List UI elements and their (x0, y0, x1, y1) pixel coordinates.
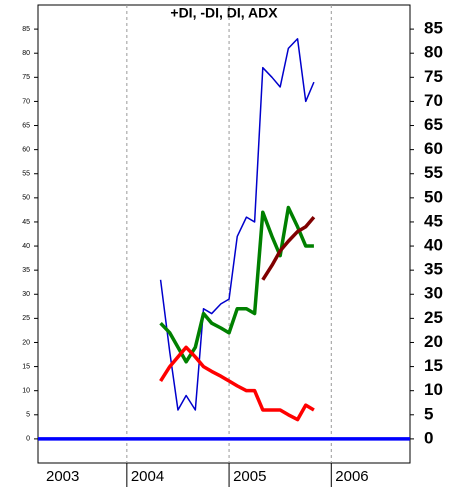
y-tick-label: 45 (22, 219, 30, 226)
y2-tick-label: 70 (424, 91, 443, 110)
y-tick-label: 55 (22, 171, 30, 178)
x-tick-label: 2003 (46, 468, 79, 485)
y-tick-label: 60 (22, 146, 30, 153)
y2-tick-label: 55 (424, 163, 443, 182)
y2-tick-label: 85 (424, 19, 443, 38)
chart-title: +DI, -DI, DI, ADX (170, 5, 278, 21)
y-tick-label: 70 (22, 98, 30, 105)
y2-tick-label: 35 (424, 260, 443, 279)
y2-tick-label: 0 (424, 428, 433, 447)
y2-tick-label: 80 (424, 43, 443, 62)
y2-tick-label: 45 (424, 211, 443, 230)
y-tick-label: 40 (22, 243, 30, 250)
y2-tick-label: 30 (424, 284, 443, 303)
y2-tick-label: 65 (424, 115, 443, 134)
data-line (261, 215, 316, 281)
y-tick-label: 35 (22, 267, 30, 274)
y-tick-label: 50 (22, 195, 30, 202)
y2-tick-label: 50 (424, 187, 443, 206)
y-tick-label: 15 (22, 363, 30, 370)
y-tick-label: 10 (22, 388, 30, 395)
y-tick-label: 0 (26, 436, 30, 443)
y2-tick-label: 40 (424, 236, 443, 255)
y-tick-label: 20 (22, 339, 30, 346)
plot-frame (37, 4, 411, 464)
y2-tick-label: 10 (424, 380, 443, 399)
y2-tick-label: 5 (424, 404, 433, 423)
y-tick-label: 25 (22, 315, 30, 322)
y-tick-label: 5 (26, 412, 30, 419)
y2-tick-label: 75 (424, 67, 443, 86)
y2-tick-label: 60 (424, 139, 443, 158)
y2-tick-label: 25 (424, 308, 443, 327)
data-line (159, 205, 314, 364)
data-line (159, 345, 315, 422)
y-tick-label: 65 (22, 122, 30, 129)
y-tick-label: 75 (22, 74, 30, 81)
y2-tick-label: 20 (424, 332, 443, 351)
data-line (159, 37, 315, 411)
y-tick-label: 85 (22, 26, 30, 33)
x-tick-label: 2005 (233, 468, 266, 485)
x-tick-label: 2006 (335, 468, 368, 485)
y2-tick-label: 15 (424, 356, 443, 375)
y-tick-label: 30 (22, 291, 30, 298)
y-tick-label: 80 (22, 50, 30, 57)
x-tick-label: 2004 (131, 468, 164, 485)
